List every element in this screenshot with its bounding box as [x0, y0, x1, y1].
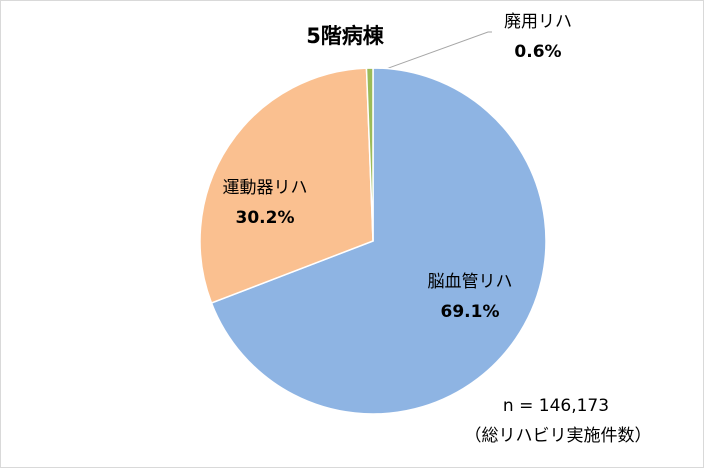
pie-slice: [199, 67, 374, 304]
value-label: 0.6%: [514, 42, 561, 62]
chart-title: 5階病棟: [306, 24, 385, 48]
leader-line: [371, 31, 492, 75]
slice-label: 脳血管リハ: [428, 272, 513, 292]
pie-slice: [365, 67, 374, 242]
pie-slice: [210, 67, 547, 415]
annotation: （総リハビリ実施件数）: [465, 426, 652, 446]
slice-label: 廃用リハ: [504, 12, 572, 32]
annotation: n = 146,173: [503, 396, 609, 416]
slice-label: 運動器リハ: [223, 178, 308, 198]
value-label: 69.1%: [441, 302, 500, 322]
value-label: 30.2%: [236, 208, 295, 228]
